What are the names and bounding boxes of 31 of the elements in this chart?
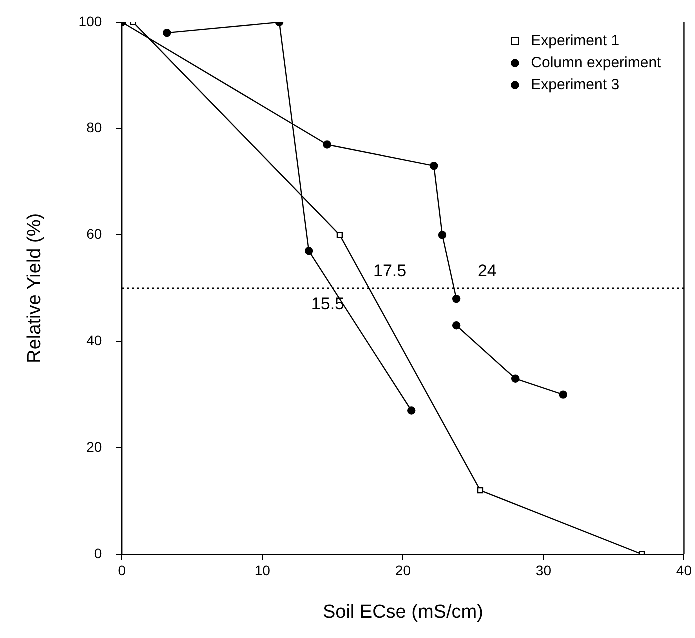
x-tick-label: 40 — [676, 562, 692, 579]
point — [304, 247, 314, 256]
legend-label: Experiment 1 — [531, 32, 620, 50]
y-tick-label: 40 — [86, 332, 102, 348]
annotation: 15.5 — [311, 294, 344, 314]
x-axis-title: Soil ECse (mS/cm) — [322, 602, 484, 623]
point — [336, 232, 344, 238]
annotation: 17.5 — [374, 262, 407, 281]
x-tick-label: 0 — [118, 562, 126, 579]
point — [438, 231, 447, 240]
x-tick-label: 30 — [536, 562, 552, 579]
x-tick-label: 10 — [254, 562, 271, 579]
y-tick-label: 0 — [94, 545, 102, 562]
point — [477, 487, 484, 494]
y-tick-label: 80 — [86, 120, 102, 136]
point — [323, 140, 332, 149]
legend-label: Experiment 3 — [531, 76, 620, 94]
point — [163, 28, 172, 38]
annotation: 24 — [478, 262, 497, 281]
point — [452, 322, 461, 330]
point — [452, 294, 461, 304]
point — [408, 406, 416, 415]
legend-label: Column experiment — [531, 54, 662, 72]
y-axis-title: Relative Yield (%) — [24, 213, 46, 364]
y-tick-label: 60 — [86, 226, 102, 242]
point — [511, 374, 520, 383]
point — [430, 162, 438, 170]
point — [559, 390, 568, 399]
y-tick-label: 20 — [86, 438, 102, 455]
y-tick-label: 100 — [78, 13, 102, 30]
x-tick-label: 20 — [395, 562, 412, 579]
